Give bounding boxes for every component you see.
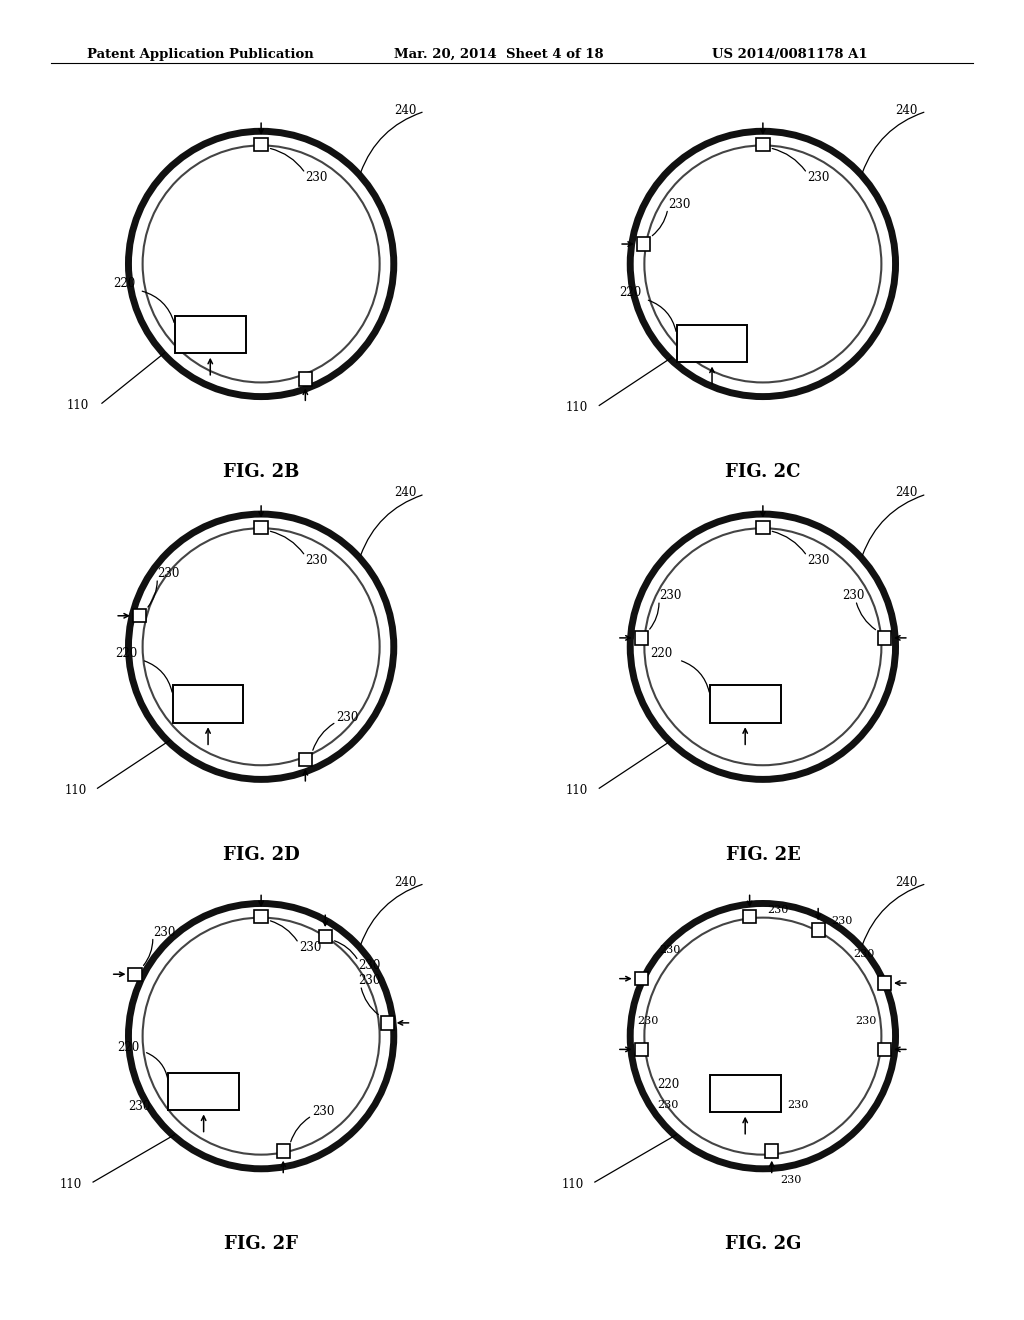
Text: 240: 240 xyxy=(394,486,416,499)
Text: 230: 230 xyxy=(843,590,865,602)
Bar xyxy=(318,931,332,944)
Text: 110: 110 xyxy=(566,401,589,414)
Text: 110: 110 xyxy=(562,1177,584,1191)
Bar xyxy=(878,977,891,990)
Text: 230: 230 xyxy=(831,916,853,927)
Text: US 2014/0081178 A1: US 2014/0081178 A1 xyxy=(712,48,867,61)
Text: 230: 230 xyxy=(305,554,328,568)
Bar xyxy=(276,1144,290,1158)
Text: 220: 220 xyxy=(118,1040,139,1053)
Bar xyxy=(255,909,267,924)
Text: Mar. 20, 2014  Sheet 4 of 18: Mar. 20, 2014 Sheet 4 of 18 xyxy=(394,48,604,61)
Text: 230: 230 xyxy=(659,590,681,602)
Text: 240: 240 xyxy=(896,875,918,888)
Text: 230: 230 xyxy=(780,1175,802,1185)
Text: 230: 230 xyxy=(299,941,322,954)
Text: 240: 240 xyxy=(394,103,416,116)
Text: 230: 230 xyxy=(854,949,874,960)
Bar xyxy=(757,520,769,535)
Text: 230: 230 xyxy=(312,1105,335,1118)
Text: FIG. 2C: FIG. 2C xyxy=(725,463,801,480)
Text: 220: 220 xyxy=(650,647,673,660)
Text: Patent Application Publication: Patent Application Publication xyxy=(87,48,313,61)
Text: FIG. 2G: FIG. 2G xyxy=(725,1236,801,1253)
Text: 230: 230 xyxy=(637,1015,658,1026)
Bar xyxy=(878,1043,891,1056)
Text: 230: 230 xyxy=(153,925,175,939)
Text: 230: 230 xyxy=(659,945,680,954)
Text: FIG. 2E: FIG. 2E xyxy=(726,846,800,863)
Text: FIG. 2D: FIG. 2D xyxy=(223,846,299,863)
Bar xyxy=(710,1074,780,1113)
Text: 240: 240 xyxy=(394,875,416,888)
Bar xyxy=(635,631,648,644)
Text: 110: 110 xyxy=(566,784,589,797)
Text: FIG. 2F: FIG. 2F xyxy=(224,1236,298,1253)
Text: 230: 230 xyxy=(358,974,381,987)
Text: 230: 230 xyxy=(158,568,179,581)
Bar xyxy=(255,520,267,535)
Bar xyxy=(635,1043,648,1056)
Text: 230: 230 xyxy=(668,198,690,211)
Bar xyxy=(743,909,757,924)
Bar xyxy=(128,968,141,981)
Bar xyxy=(637,238,650,251)
Text: 220: 220 xyxy=(113,277,135,290)
Text: 220: 220 xyxy=(656,1078,679,1092)
Text: 230: 230 xyxy=(358,958,381,972)
Bar xyxy=(878,631,891,644)
Text: 110: 110 xyxy=(60,1177,82,1191)
Text: 230: 230 xyxy=(336,711,358,723)
Text: 240: 240 xyxy=(896,103,918,116)
Bar xyxy=(381,1016,394,1030)
Text: 230: 230 xyxy=(787,1100,809,1110)
Bar xyxy=(677,325,748,362)
Text: 230: 230 xyxy=(856,1015,878,1026)
Text: 220: 220 xyxy=(115,647,137,660)
Text: 240: 240 xyxy=(896,486,918,499)
Text: 110: 110 xyxy=(65,784,87,797)
Text: FIG. 2B: FIG. 2B xyxy=(223,463,299,480)
Text: 220: 220 xyxy=(620,286,641,300)
Text: 230: 230 xyxy=(807,172,829,185)
Text: 230: 230 xyxy=(767,906,788,915)
Bar xyxy=(299,752,312,766)
Bar xyxy=(812,924,824,937)
Text: 230: 230 xyxy=(128,1101,151,1113)
Bar xyxy=(757,137,769,152)
Bar xyxy=(765,1144,778,1158)
Bar xyxy=(710,685,780,723)
Text: 110: 110 xyxy=(67,399,89,412)
Bar xyxy=(173,685,244,723)
Bar xyxy=(255,137,267,152)
Bar xyxy=(299,372,312,385)
Bar xyxy=(168,1073,239,1110)
Bar xyxy=(635,972,648,985)
Text: 230: 230 xyxy=(807,554,829,568)
Text: 230: 230 xyxy=(305,172,328,185)
Text: 230: 230 xyxy=(656,1100,678,1110)
Bar xyxy=(133,609,146,623)
Bar xyxy=(175,315,246,354)
